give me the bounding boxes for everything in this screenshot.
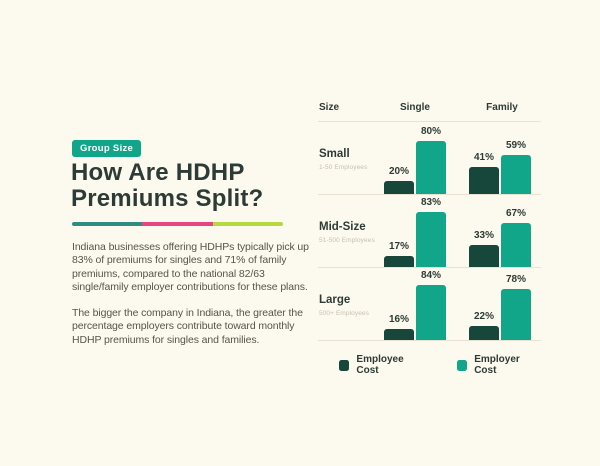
bar-value-label: 22%: [473, 310, 494, 322]
premium-split-chart: Size Single Family Small 1-50 Employees 20…: [318, 95, 541, 376]
intro-paragraph: Indiana businesses offering HDHPs typica…: [72, 240, 309, 294]
tricolor-divider: [72, 222, 283, 226]
bar-value-label: 33%: [473, 230, 494, 242]
bar-value-label: 83%: [420, 197, 441, 209]
row-sublabel: 51-500 Employees: [319, 237, 375, 244]
bar-single-employer: [416, 212, 446, 267]
row-sublabel: 500+ Employees: [319, 310, 370, 317]
bar-family-employee: [469, 325, 499, 340]
column-header-single: Single: [399, 102, 430, 113]
page-title: How Are HDHP Premiums Split?: [71, 160, 281, 212]
bar-family-employer: [501, 288, 531, 340]
chart-legend: Employee Cost Employer Cost: [318, 354, 541, 376]
bar-value-label: 78%: [505, 273, 526, 285]
chart-row: Small 1-50 Employees 20% 80% 41% 59%: [318, 122, 541, 195]
legend-item-employee-cost: Employee Cost: [339, 354, 425, 376]
bar-family-employer: [501, 155, 531, 194]
row-label: Large 500+ Employees: [319, 294, 369, 320]
bar-value-label: 17%: [388, 240, 409, 252]
employer-cost-swatch-icon: [456, 359, 468, 371]
row-label: Mid-Size 51-500 Employees: [319, 221, 375, 247]
row-sublabel: 1-50 Employees: [319, 164, 368, 171]
employee-cost-swatch-icon: [339, 359, 350, 371]
bar-single-employee: [384, 180, 414, 194]
divider-segment-pink: [142, 222, 213, 226]
bar-single-employer: [416, 284, 446, 340]
bar-family-employee: [469, 166, 499, 194]
bar-single-employee: [384, 255, 414, 267]
bar-single-employer: [416, 141, 446, 194]
legend-label-employer-cost: Employer Cost: [474, 354, 520, 376]
bar-value-label: 20%: [388, 165, 409, 177]
chart-header: Size Single Family: [318, 95, 541, 122]
bar-value-label: 67%: [505, 207, 526, 219]
divider-segment-lime: [212, 222, 283, 226]
legend-item-employer-cost: Employer Cost: [456, 354, 541, 376]
bar-family-employer: [501, 222, 531, 267]
page-title-line1: How Are HDHP: [71, 159, 245, 186]
bar-family-employee: [469, 245, 499, 267]
chart-rows: Small 1-50 Employees 20% 80% 41% 59% Mid-Size 5…: [318, 122, 541, 341]
page-title-line2: Premiums Split?: [71, 185, 264, 212]
group-size-badge: Group Size: [72, 140, 142, 157]
summary-paragraph: The bigger the company in Indiana, the g…: [72, 306, 303, 346]
bar-value-label: 41%: [473, 151, 494, 163]
divider-segment-teal: [72, 222, 143, 226]
bar-value-label: 16%: [388, 314, 409, 326]
column-header-size: Size: [319, 102, 340, 113]
column-header-family: Family: [486, 102, 518, 113]
bar-value-label: 59%: [505, 140, 526, 152]
chart-row: Mid-Size 51-500 Employees 17% 83% 33% 67%: [318, 195, 541, 268]
bar-value-label: 80%: [420, 126, 441, 138]
row-label: Small 1-50 Employees: [319, 148, 367, 174]
bar-value-label: 84%: [420, 269, 441, 281]
legend-label-employee-cost: Employee Cost: [356, 354, 404, 376]
left-panel: Group Size How Are HDHP Premiums Split? …: [71, 138, 310, 347]
chart-row: Large 500+ Employees 16% 84% 22% 78%: [318, 268, 541, 341]
bar-single-employee: [384, 329, 414, 340]
